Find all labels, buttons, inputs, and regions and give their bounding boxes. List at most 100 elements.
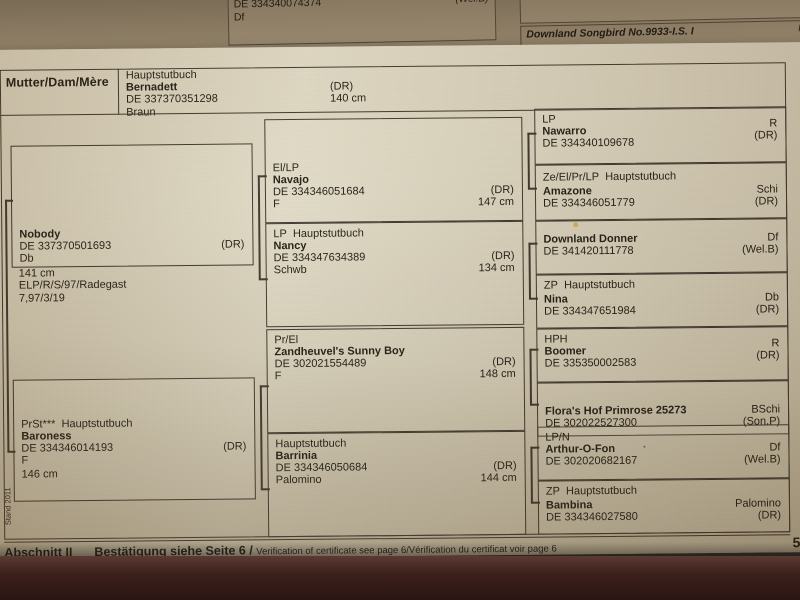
bracket-navajo-gen3-top [527, 132, 537, 135]
g3-bambina-prefix: ZP [545, 485, 560, 498]
prev-cell-right-id: DE 302020682167 [525, 0, 800, 1]
g2-barrinia-registry: (DR) [493, 459, 517, 473]
g2-sunnyboy-height: 148 cm [479, 367, 516, 381]
g1-baroness-name: Baroness [21, 430, 72, 443]
g2-sunnyboy-colour: F [274, 370, 282, 383]
prev-strip-note-text: Downland Songbird No.9933-I.S. I [526, 25, 694, 41]
bracket-baroness-gen2-bottom [260, 488, 270, 490]
g1-box-nobody[interactable]: Nobody DE 337370501693 Db (DR) [10, 143, 254, 268]
g2-sunnyboy-registry: (DR) [492, 355, 516, 369]
g3-nina-name: Nina [543, 293, 568, 306]
g3-boomer-prefix: HPH [544, 333, 568, 346]
g3-box-nina[interactable]: ZP Hauptstutbuch Nina DE 334347651984 Db… [535, 272, 789, 329]
g3-primrose-colour: BSchi [751, 403, 781, 416]
g2-box-sunnyboy[interactable]: Pr/El Zandheuvel's Sunny Boy DE 30202155… [266, 326, 526, 434]
g3-box-boomer[interactable]: HPH Boomer DE 335350002583 R (DR) [536, 326, 789, 383]
g3-downlanddonner-id: DE 341420111778 [543, 244, 634, 258]
g3-box-downlanddonner[interactable]: Downland Donner DE 341420111778 Df (Wel.… [535, 218, 788, 275]
g3-boomer-name: Boomer [544, 345, 587, 358]
g1-nobody-height: 141 cm [18, 267, 55, 280]
g2-barrinia-studbook: Hauptstutbuch [275, 437, 347, 451]
g3-nawarro-sex: R [769, 117, 778, 130]
g3-bambina-name: Bambina [545, 499, 593, 512]
g3-nina-studbook: Hauptstutbuch [563, 278, 636, 292]
g3-downlanddonner-sex: Df [767, 231, 779, 244]
g3-nawarro-name: Nawarro [542, 125, 587, 138]
pedigree-certificate-page: Mutter/Dam/Mère Hauptstutbuch Bernadett … [0, 42, 800, 560]
g3-boomer-id: DE 335350002583 [544, 356, 637, 370]
g2-nancy-prefix-line: LP Hauptstutbuch [273, 227, 364, 240]
prev-cell-left-right: (Wel.B) [455, 0, 488, 7]
g2-box-barrinia[interactable]: Hauptstutbuch Barrinia DE 334346050684 P… [267, 430, 527, 538]
g2-barrinia-height: 144 cm [480, 471, 517, 485]
g2-box-navajo[interactable]: El/LP Navajo DE 334346051684 F (DR) 147 … [264, 116, 524, 224]
g2-sunnyboy-id: DE 302021554489 [274, 357, 367, 371]
g1-nobody-name: Nobody [19, 228, 61, 241]
g3-amazone-prefix-line: Ze/El/Pr/LP Hauptstutbuch [543, 170, 676, 184]
prev-cell-left: DE 334340074374 Df (Wel.B) [227, 0, 497, 46]
g1-baroness-height: 146 cm [21, 468, 58, 481]
desk-surface [0, 556, 800, 600]
g2-nancy-studbook: Hauptstutbuch [292, 227, 364, 241]
g1-baroness-colour: F [21, 454, 29, 467]
g3-arthurofon-prefix: LP/N [545, 431, 570, 444]
g3-box-arthurofon[interactable]: LP/N Arthur-O-Fon DE 302020682167 Df (We… [537, 424, 790, 481]
g3-boomer-sex: R [771, 337, 780, 350]
dam-height: 140 cm [329, 92, 367, 105]
g3-downlanddonner-registry: (Wel.B) [741, 243, 779, 256]
g3-box-bambina[interactable]: ZP Hauptstutbuch Bambina DE 334346027580… [537, 478, 791, 535]
g2-barrinia-name: Barrinia [275, 449, 318, 463]
g3-amazone-studbook: Hauptstutbuch [605, 170, 677, 184]
g2-nancy-height: 134 cm [478, 261, 515, 275]
g2-navajo-registry: (DR) [490, 183, 514, 197]
g3-box-amazone[interactable]: Ze/El/Pr/LP Hauptstutbuch Amazone DE 334… [534, 162, 788, 221]
g2-nancy-registry: (DR) [491, 249, 515, 263]
g2-navajo-name: Navajo [272, 173, 309, 187]
g1-nobody-registry: (DR) [221, 238, 245, 251]
dam-name: Bernadett [125, 81, 178, 94]
g2-barrinia-id: DE 334346050684 [275, 461, 368, 475]
bracket-barrinia-gen3-bottom [530, 501, 540, 504]
dam-label: Mutter/Dam/Mère [5, 74, 109, 90]
g3-nina-prefix-line: ZP Hauptstutbuch [544, 279, 635, 292]
g2-sunnyboy-prefix: Pr/El [274, 333, 299, 347]
dam-info: Hauptstutbuch Bernadett DE 337370351298 … [126, 69, 218, 119]
dam-id: DE 337370351298 [126, 93, 218, 107]
g1-box-baroness[interactable]: PrSt*** Hauptstutbuch Baroness DE 334346… [12, 377, 256, 502]
desk-shadow [0, 542, 800, 560]
g2-navajo-id: DE 334346051684 [272, 185, 365, 199]
g3-nawarro-id: DE 334340109678 [542, 136, 635, 150]
g3-bambina-registry: (DR) [757, 509, 782, 522]
g3-bambina-id: DE 334346027580 [546, 510, 638, 524]
g2-navajo-colour: F [273, 198, 280, 211]
g1-nobody-extra1: ELP/R/S/97/Radegast [18, 279, 127, 293]
bracket-barrinia-gen3-top [530, 446, 540, 449]
g1-baroness-id: DE 334346014193 [21, 441, 114, 455]
dust-spot-2 [643, 445, 646, 448]
bracket-nobody-gen2-bottom [258, 278, 268, 280]
g3-nina-id: DE 334347651984 [544, 304, 636, 318]
g2-sunnyboy-name: Zandheuvel's Sunny Boy [274, 344, 405, 359]
g3-boomer-registry: (DR) [756, 349, 780, 362]
g3-nina-prefix: ZP [543, 279, 558, 292]
g2-navajo-height: 147 cm [477, 195, 515, 209]
bracket-nancy-gen3-top [528, 242, 538, 245]
bracket-sunnyboy-gen3-top [529, 348, 539, 351]
g2-nancy-colour: Schwb [273, 263, 307, 277]
g1-nobody-text: Nobody [19, 228, 60, 241]
dam-studbook: Hauptstutbuch [125, 68, 197, 82]
g3-box-nawarro[interactable]: LP Nawarro DE 334340109678 R (DR) [534, 106, 787, 165]
g3-amazone-colour: Schi [756, 183, 779, 196]
bracket-nancy-gen3-bottom [528, 297, 538, 300]
bracket-nobody-gen2-top [257, 175, 267, 177]
g2-box-nancy[interactable]: LP Hauptstutbuch Nancy DE 334347634389 S… [265, 220, 525, 328]
bracket-sunnyboy-gen3-bottom [529, 403, 540, 406]
g2-nancy-id: DE 334347634389 [273, 251, 366, 265]
g3-amazone-prefix: Ze/El/Pr/LP [542, 171, 600, 184]
bracket-baroness-gen2-top [259, 385, 269, 387]
bracket-dam-gen1-top [5, 199, 14, 202]
g1-nobody-extra-block: 141 cm ELP/R/S/97/Radegast 7,97/3/19 [19, 267, 127, 305]
g3-arthurofon-id: DE 302020682167 [545, 454, 638, 468]
g3-arthurofon-sex: Df [769, 441, 781, 454]
